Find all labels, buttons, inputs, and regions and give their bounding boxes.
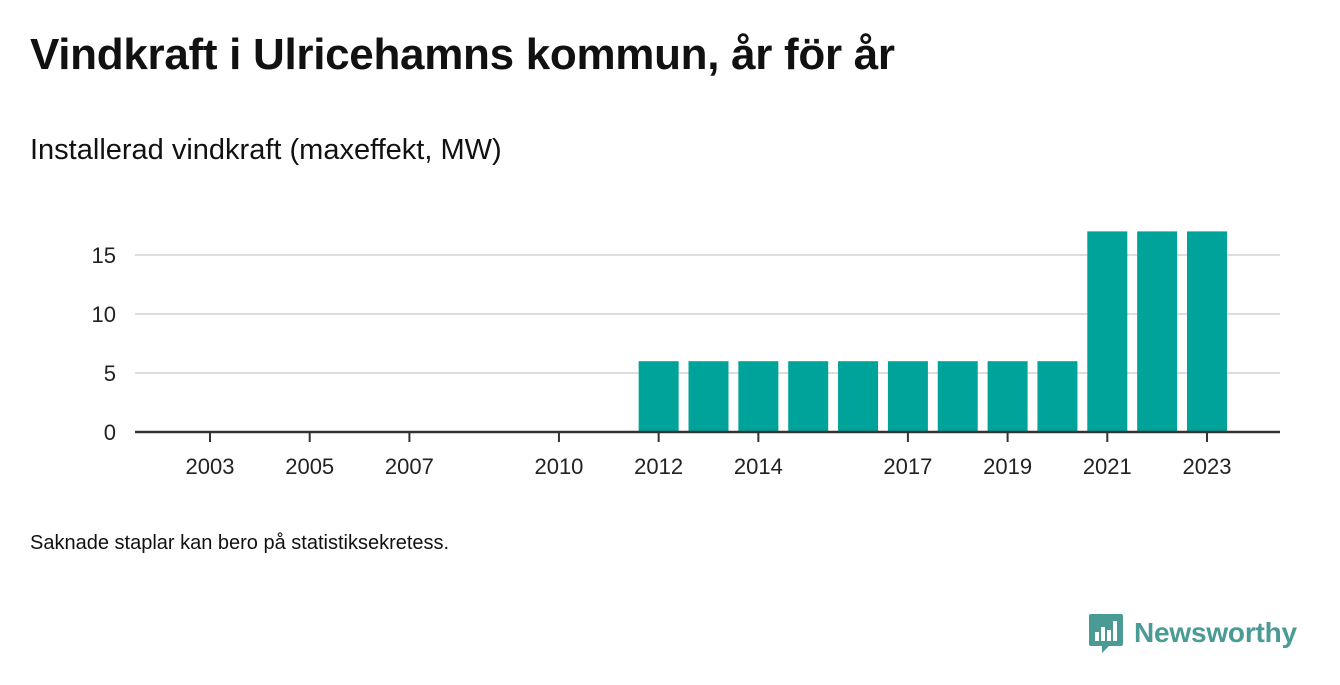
x-tick-label: 2017 bbox=[883, 454, 932, 479]
bar-chart: 0 5 10 15 2003 2005 2007 2010 2012 2014 2017 2019 20… bbox=[92, 231, 1280, 479]
brand-logo[interactable]: Newsworthy bbox=[1088, 612, 1297, 654]
brand-name: Newsworthy bbox=[1134, 617, 1297, 648]
bar-2015 bbox=[788, 361, 829, 432]
bar-2018 bbox=[937, 361, 978, 432]
y-tick-label: 10 bbox=[92, 302, 116, 327]
bar-2022 bbox=[1137, 231, 1178, 432]
x-tick-label: 2019 bbox=[983, 454, 1032, 479]
bar-2016 bbox=[838, 361, 879, 432]
footnote: Saknade staplar kan bero på statistiksek… bbox=[30, 532, 450, 554]
x-tick-label: 2023 bbox=[1183, 454, 1232, 479]
y-tick-label: 15 bbox=[92, 243, 116, 268]
bar-2013 bbox=[688, 361, 729, 432]
tick-labels: 0 5 10 15 2003 2005 2007 2010 2012 2014 2017 2019 20… bbox=[92, 243, 1232, 479]
bar-2021 bbox=[1087, 231, 1128, 432]
x-tick-label: 2010 bbox=[534, 454, 583, 479]
x-tick-label: 2012 bbox=[634, 454, 683, 479]
bars bbox=[638, 231, 1227, 432]
bar-2019 bbox=[987, 361, 1028, 432]
chart-subtitle: Installerad vindkraft (maxeffekt, MW) bbox=[30, 134, 502, 166]
bar-2017 bbox=[887, 361, 928, 432]
bar-2014 bbox=[738, 361, 779, 432]
y-tick-label: 5 bbox=[104, 361, 116, 386]
bar-2012 bbox=[638, 361, 679, 432]
y-tick-label: 0 bbox=[104, 420, 116, 445]
bar-2023 bbox=[1187, 231, 1227, 432]
axes bbox=[135, 430, 1280, 442]
x-tick-label: 2021 bbox=[1083, 454, 1132, 479]
x-tick-label: 2007 bbox=[385, 454, 434, 479]
x-tick-label: 2003 bbox=[186, 454, 235, 479]
x-tick-label: 2014 bbox=[734, 454, 783, 479]
chart-title: Vindkraft i Ulricehamns kommun, år för å… bbox=[30, 30, 895, 79]
newsworthy-logo-icon bbox=[1089, 614, 1123, 653]
bar-2020 bbox=[1037, 361, 1078, 432]
x-tick-label: 2005 bbox=[285, 454, 334, 479]
